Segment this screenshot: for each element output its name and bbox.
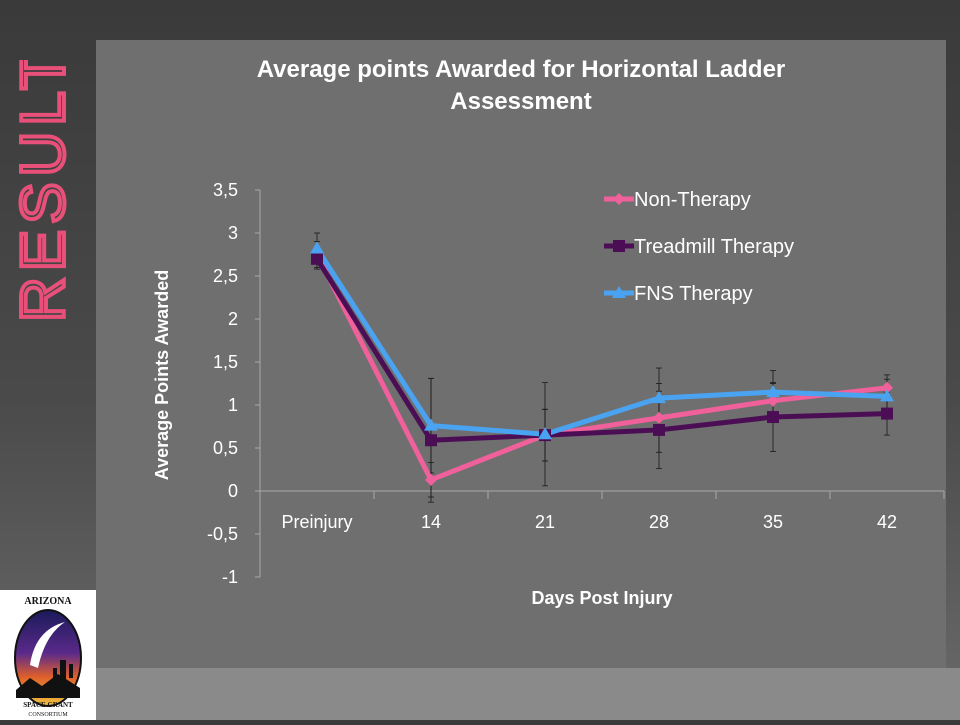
data-point [653,423,665,436]
data-point [425,473,437,486]
series-lines [314,247,888,483]
data-point [767,411,779,424]
x-tick-label: 14 [421,512,441,532]
logo-graphic: ARIZONA SPACE GRANT CONSORTIUM [14,596,82,718]
data-point [310,241,324,254]
chart-legend: Non-Therapy Treadmill Therapy FNS Therapy [604,189,794,305]
chart-panel [96,40,946,668]
data-point [653,411,665,424]
series-line-1 [314,257,888,443]
footer-bar [96,668,960,720]
legend-label: FNS Therapy [634,283,753,305]
y-tick-label: -0,5 [207,524,238,544]
legend-marker [612,286,626,298]
y-tick-label: 0,5 [213,438,238,458]
data-point [881,407,893,420]
y-tick-label: 1,5 [213,352,238,372]
legend-label: Treadmill Therapy [634,236,794,258]
x-tick-label: Preinjury [281,512,352,532]
x-tick-label: 42 [877,512,897,532]
y-tick-label: 3,5 [213,180,238,200]
y-axis-title: Average Points Awarded [152,270,172,480]
x-tick-label: 35 [763,512,783,532]
results-heading: RESULTS [14,60,80,324]
y-tick-label: 3 [228,223,238,243]
y-tick-label: 1 [228,395,238,415]
series-line-2 [314,247,888,437]
legend-marker [613,193,625,205]
data-point [311,252,323,265]
data-point [766,385,780,398]
y-tick-label: 2,5 [213,266,238,286]
series-markers [310,241,894,486]
legend-label: Non-Therapy [634,189,751,211]
chart-axes: 3,5 3 2,5 2 1,5 1 0,5 0 -0,5 -1 Preinjury 14 21 28 35 4… [207,180,945,587]
data-point [424,418,438,431]
x-tick-label: 21 [535,512,555,532]
chart-title-line-2: Assessment [450,88,592,115]
y-tick-label: 2 [228,309,238,329]
data-point [767,394,779,407]
chart-title-line-1: Average points Awarded for Horizontal La… [256,56,786,83]
logo-text-bottom-1: SPACE GRANT [23,701,73,709]
data-point [881,381,893,394]
data-point [652,391,666,404]
y-tick-label: 0 [228,481,238,501]
arizona-space-grant-logo: ARIZONA SPACE GRANT CONSORTIUM [0,590,96,720]
y-tick-label: -1 [222,567,238,587]
series-line-0 [314,253,888,483]
legend-marker [613,240,625,252]
data-point [880,389,894,402]
x-axis-title: Days Post Injury [531,588,672,608]
data-point [425,434,437,447]
data-point [538,427,552,440]
results-heading-text: RESULTS [14,60,78,322]
x-tick-label: 28 [649,512,669,532]
logo-text-top: ARIZONA [24,596,72,607]
error-bars [314,232,890,503]
chart-title: Average points Awarded for Horizontal La… [96,54,946,118]
logo-text-bottom-2: CONSORTIUM [28,712,68,718]
